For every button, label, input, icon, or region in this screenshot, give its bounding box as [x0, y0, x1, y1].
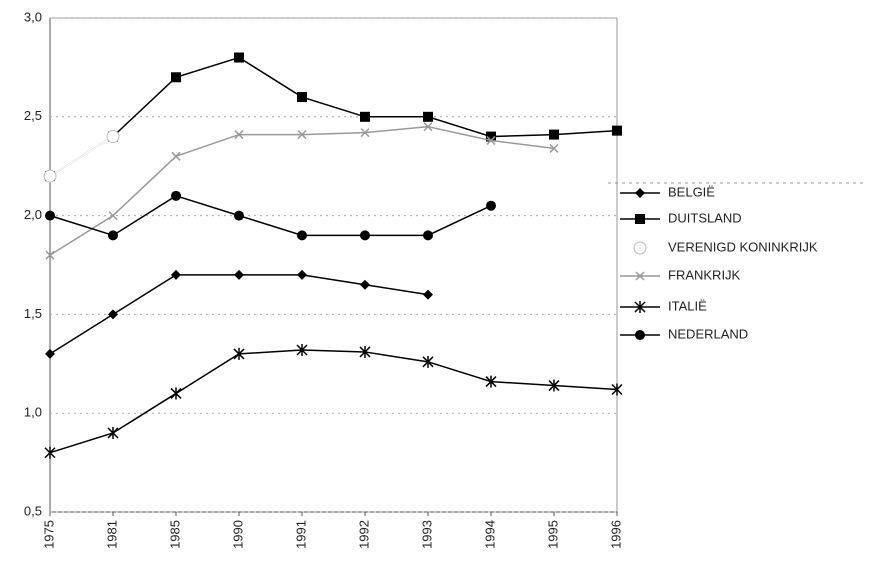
- marker: [45, 348, 55, 359]
- legend-label: DUITSLAND: [668, 210, 742, 225]
- marker: [548, 379, 560, 392]
- marker: [107, 426, 119, 439]
- marker: [171, 151, 181, 161]
- x-tick-label: 1990: [230, 520, 245, 549]
- y-tick-label: 2,5: [24, 108, 42, 123]
- x-tick-label: 1975: [41, 520, 56, 549]
- marker: [297, 130, 307, 140]
- series-line: [49, 56, 618, 177]
- series-line: [49, 135, 114, 177]
- marker: [360, 111, 370, 122]
- marker: [108, 230, 118, 241]
- marker: [360, 230, 370, 241]
- marker: [108, 211, 118, 221]
- marker: [108, 309, 118, 320]
- marker: [234, 210, 244, 221]
- marker: [171, 269, 181, 280]
- marker: [423, 289, 433, 300]
- marker: [634, 301, 646, 313]
- marker: [43, 169, 57, 183]
- marker: [106, 130, 120, 144]
- legend-label: ITALIË: [668, 298, 707, 313]
- legend-label: VERENIGD KONINKRIJK: [668, 239, 818, 254]
- legend-label: NEDERLAND: [668, 326, 748, 341]
- marker: [297, 269, 307, 280]
- marker: [45, 250, 55, 260]
- legend-label: BELGIË: [668, 184, 715, 199]
- y-tick-label: 0,5: [24, 503, 42, 518]
- marker: [44, 446, 56, 459]
- marker: [423, 111, 433, 122]
- x-tick-label: 1981: [104, 520, 119, 549]
- y-tick-label: 1,0: [24, 405, 42, 420]
- marker: [485, 375, 497, 388]
- marker: [612, 125, 622, 136]
- y-tick-label: 3,0: [24, 9, 42, 24]
- x-tick-label: 1993: [419, 520, 434, 549]
- marker: [296, 343, 308, 356]
- marker: [360, 128, 370, 138]
- marker: [170, 387, 182, 400]
- y-tick-label: 2,0: [24, 207, 42, 222]
- marker: [422, 355, 434, 368]
- marker: [423, 230, 433, 241]
- marker: [359, 345, 371, 358]
- marker: [486, 200, 496, 211]
- marker: [549, 129, 559, 140]
- y-tick-label: 1,5: [24, 306, 42, 321]
- marker: [486, 135, 496, 146]
- marker: [234, 52, 244, 63]
- marker: [297, 92, 307, 103]
- series-line: [49, 274, 429, 355]
- marker: [635, 330, 645, 340]
- x-tick-label: 1996: [608, 520, 623, 549]
- marker: [423, 122, 433, 132]
- marker: [45, 210, 55, 221]
- marker: [635, 214, 645, 224]
- x-tick-label: 1994: [482, 520, 497, 549]
- marker: [233, 347, 245, 360]
- x-tick-label: 1991: [293, 520, 308, 549]
- marker: [171, 190, 181, 201]
- marker: [234, 130, 244, 140]
- x-tick-label: 1995: [545, 520, 560, 549]
- marker: [360, 279, 370, 290]
- series-line: [49, 349, 618, 454]
- marker: [486, 131, 496, 142]
- marker: [611, 383, 623, 396]
- x-tick-label: 1985: [167, 520, 182, 549]
- marker: [171, 72, 181, 83]
- marker: [635, 271, 645, 281]
- marker: [633, 241, 647, 255]
- marker: [297, 230, 307, 241]
- series-line: [49, 195, 492, 237]
- x-tick-label: 1992: [356, 520, 371, 549]
- marker: [234, 269, 244, 280]
- marker: [549, 143, 559, 153]
- legend-label: FRANKRIJK: [668, 267, 741, 282]
- marker: [635, 188, 645, 198]
